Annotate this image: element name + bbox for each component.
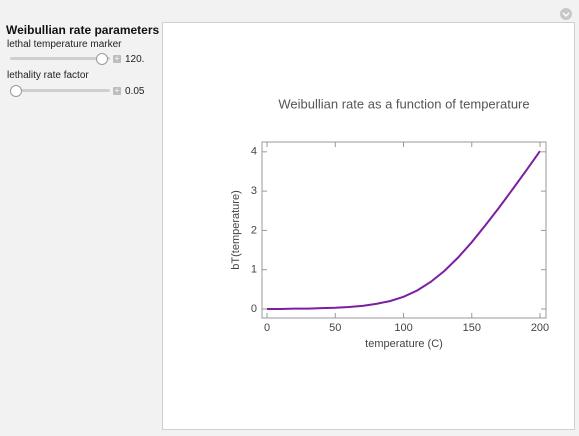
x-tick-label: 100 <box>394 322 412 334</box>
expand-button[interactable]: + <box>113 54 121 63</box>
slider-thumb[interactable] <box>10 85 22 97</box>
slider-value: 0.05 <box>125 86 145 97</box>
y-axis-label: bT(temperature) <box>230 190 242 269</box>
y-tick-label: 3 <box>251 185 257 197</box>
x-tick-label: 200 <box>531 322 549 334</box>
slider-thumb[interactable] <box>96 53 108 65</box>
options-button[interactable] <box>559 7 573 21</box>
slider-track[interactable] <box>10 89 110 92</box>
slider-value: 120. <box>125 54 145 65</box>
controls-title: Weibullian rate parameters <box>6 23 160 37</box>
x-tick-label: 150 <box>463 322 481 334</box>
x-axis-label: temperature (C) <box>365 338 443 350</box>
slider-label: lethal temperature marker <box>7 39 122 50</box>
line-series <box>267 150 541 310</box>
slider-track[interactable] <box>10 57 110 60</box>
y-tick-label: 1 <box>251 264 257 276</box>
chart-title: Weibullian rate as a function of tempera… <box>278 96 529 111</box>
expand-button[interactable]: + <box>113 86 121 95</box>
y-tick-label: 4 <box>251 146 257 158</box>
y-tick-label: 0 <box>251 303 257 315</box>
slider-label: lethality rate factor <box>7 70 89 81</box>
output-panel <box>162 22 575 430</box>
y-tick-label: 2 <box>251 224 257 236</box>
plot-frame <box>261 141 547 319</box>
x-tick-label: 0 <box>264 322 270 334</box>
x-tick-label: 50 <box>329 322 341 334</box>
